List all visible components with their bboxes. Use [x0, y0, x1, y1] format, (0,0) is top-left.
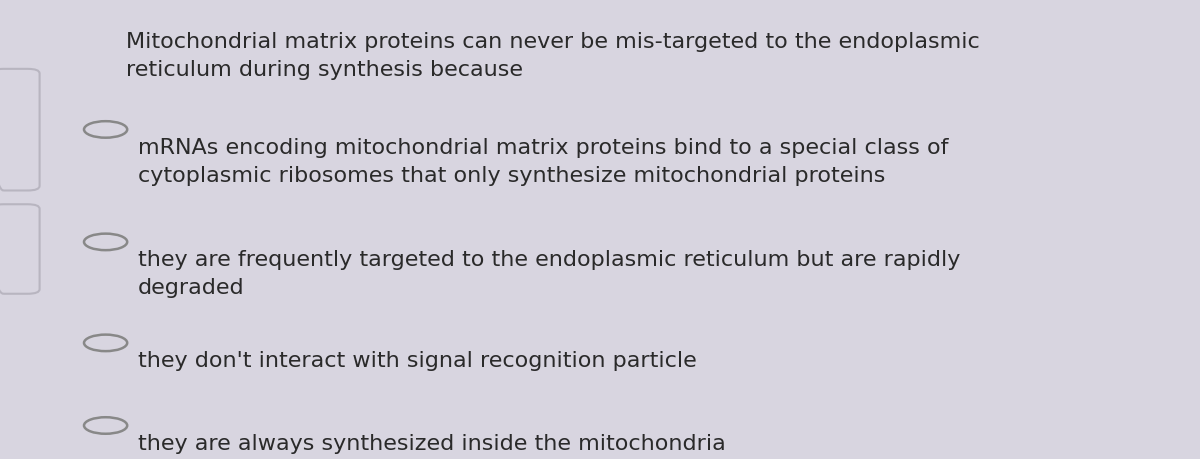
- Text: mRNAs encoding mitochondrial matrix proteins bind to a special class of
cytoplas: mRNAs encoding mitochondrial matrix prot…: [138, 138, 948, 186]
- Text: they are frequently targeted to the endoplasmic reticulum but are rapidly
degrad: they are frequently targeted to the endo…: [138, 250, 960, 298]
- Text: Mitochondrial matrix proteins can never be mis-targeted to the endoplasmic
retic: Mitochondrial matrix proteins can never …: [126, 32, 979, 80]
- Text: they don't interact with signal recognition particle: they don't interact with signal recognit…: [138, 351, 697, 371]
- Text: they are always synthesized inside the mitochondria: they are always synthesized inside the m…: [138, 434, 726, 454]
